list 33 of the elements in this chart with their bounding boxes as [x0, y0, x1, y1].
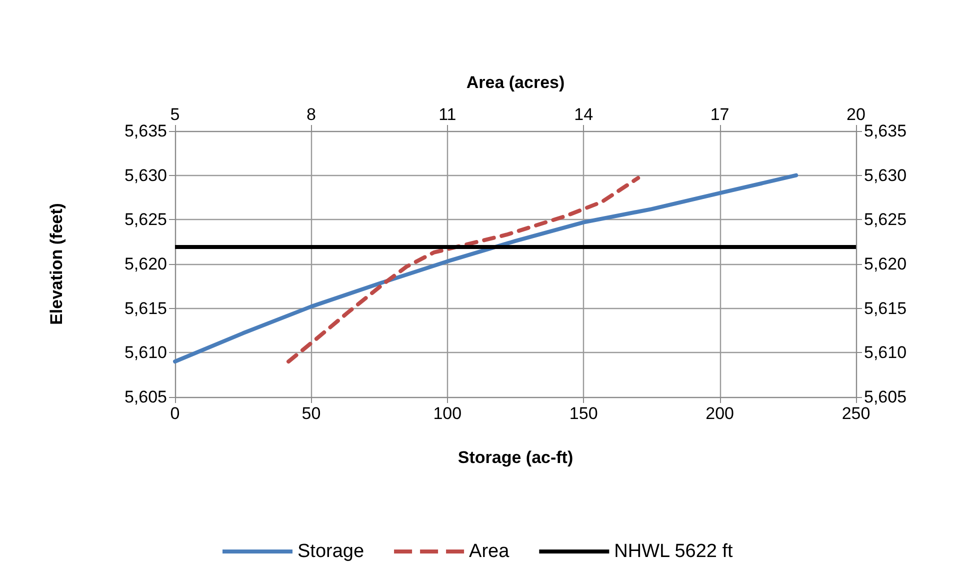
y-tick-label: 5,615 — [124, 298, 167, 318]
y2-tick-label: 5,605 — [864, 388, 907, 406]
y2-tick-label: 5,615 — [864, 298, 907, 318]
x-axis-title: Storage (ac-ft) — [458, 448, 574, 467]
x2-tick-label: 14 — [574, 105, 594, 124]
y-tick-label: 5,635 — [124, 122, 167, 140]
legend-label: Storage — [297, 541, 364, 562]
y-tick-label: 5,625 — [124, 210, 167, 230]
x2-tick-label: 11 — [438, 105, 456, 124]
x-tick-label: 0 — [170, 404, 180, 423]
x-tick-label: 150 — [569, 404, 598, 423]
x2-tick-label: 8 — [306, 105, 316, 124]
x2-tick-label: 5 — [170, 105, 180, 124]
x2-tick-label: 20 — [846, 105, 866, 124]
y-axis-title: Elevation (feet) — [47, 203, 66, 325]
y-tick-label: 5,610 — [124, 343, 167, 362]
y2-tick-label: 5,625 — [864, 210, 907, 230]
y2-tick-label: 5,620 — [864, 254, 907, 274]
x-tick-label: 100 — [433, 404, 462, 423]
y-tick-label: 5,605 — [124, 388, 167, 406]
x-tick-label: 250 — [842, 404, 870, 423]
x2-tick-label: 17 — [710, 105, 730, 124]
y-tick-label: 5,620 — [124, 254, 167, 274]
line-series — [173, 173, 798, 364]
x-tick-label: 200 — [706, 404, 734, 423]
legend-label: NHWL 5622 ft — [614, 541, 734, 562]
y2-tick-label: 5,610 — [864, 343, 907, 362]
y2-tick-label: 5,630 — [864, 166, 907, 185]
x2-axis-title: Area (acres) — [466, 73, 565, 92]
y-tick-label: 5,630 — [124, 166, 167, 185]
x-tick-label: 50 — [302, 404, 321, 423]
legend-label: Area — [469, 541, 510, 562]
y2-tick-label: 5,635 — [864, 122, 907, 140]
